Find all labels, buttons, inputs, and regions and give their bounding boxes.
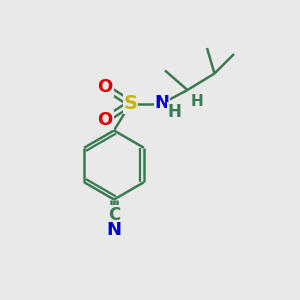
Text: S: S (124, 94, 137, 113)
Text: H: H (191, 94, 203, 109)
Text: O: O (98, 111, 112, 129)
Text: H: H (168, 103, 182, 121)
Text: C: C (108, 206, 120, 224)
Text: N: N (154, 94, 169, 112)
Text: N: N (106, 221, 122, 239)
Text: O: O (98, 78, 112, 96)
